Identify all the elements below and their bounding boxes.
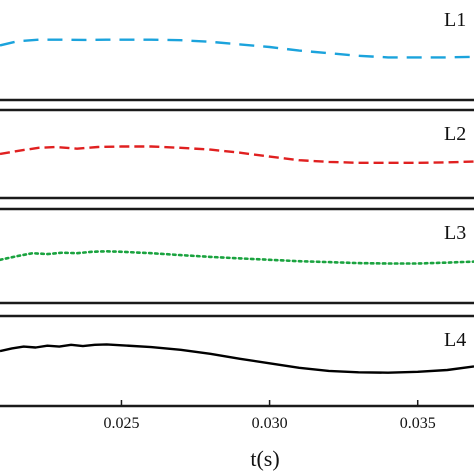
panel-1: L1	[0, 9, 474, 102]
panel-2: L2	[0, 108, 474, 200]
panel-frame	[0, 314, 474, 408]
panel-label-l4: L4	[444, 329, 466, 351]
panel-label-l2: L2	[444, 123, 466, 145]
series-line-l1	[0, 38, 474, 59]
x-axis: 0.025 0.030 0.035	[103, 400, 436, 432]
panel-4: L4	[0, 314, 474, 408]
panel-frame	[0, 98, 474, 102]
panel-frame	[0, 207, 474, 305]
series-line-l4	[0, 343, 474, 374]
series-line-l3	[0, 250, 474, 265]
x-tick-label: 0.035	[400, 415, 436, 432]
x-tick-label: 0.025	[103, 415, 139, 432]
panel-3: L3	[0, 207, 474, 305]
panel-frame	[0, 108, 474, 200]
series-line-l2	[0, 145, 474, 164]
x-axis-title: t(s)	[250, 446, 279, 471]
panel-label-l3: L3	[444, 222, 466, 244]
chart-panels: L1 L2 L3 L4	[0, 9, 474, 408]
panel-label-l1: L1	[444, 9, 466, 31]
x-tick-label: 0.030	[252, 415, 288, 432]
